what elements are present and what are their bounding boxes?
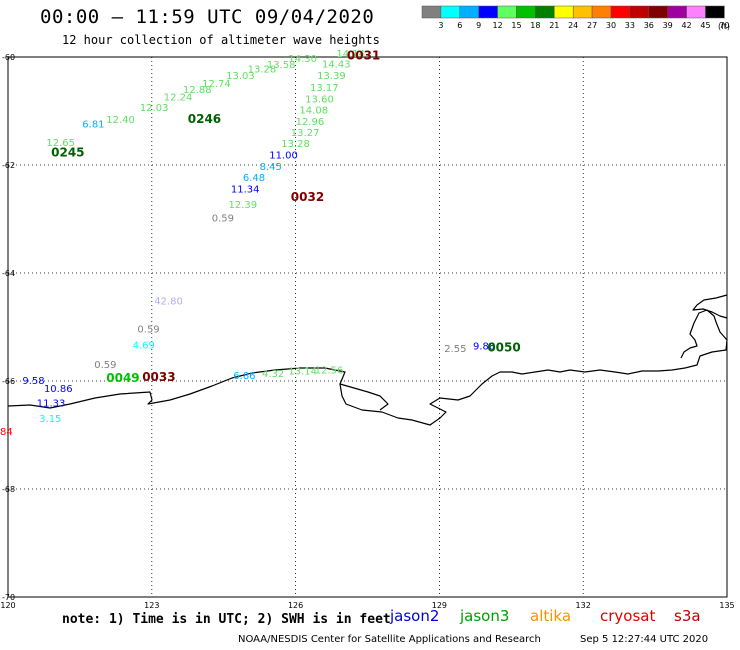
generation-timestamp: Sep 5 12:27:44 UTC 2020 [580,634,709,645]
satellite-altika-label: altika [530,607,572,625]
legend-bin-label: 30 [606,21,616,30]
wave-height-label: 12.74 [202,79,231,90]
satellite-s3a-label: s3a [674,607,701,625]
wave-height-label: 13.27 [291,128,320,139]
lon-tick-label: 120 [0,601,15,610]
coastline-ice-shelf [339,383,389,411]
wave-height-label: 14.14 [336,49,365,60]
wave-height-label: 0.59 [137,324,159,335]
wave-height-label: 9.58 [22,376,44,387]
legend-unit: (ft) [718,22,731,31]
track-time-label: 0246 [188,112,221,126]
map-subtitle: 12 hour collection of altimeter wave hei… [62,33,380,47]
wave-height-label: 13.28 [281,139,310,150]
wave-height-label: 9.88 [473,342,495,353]
wave-height-label: 0.59 [94,360,116,371]
lat-tick-label: -66 [2,377,15,386]
wave-height-label: 11.33 [37,398,66,409]
legend-swatch [705,5,725,19]
legend-bin-label: 6 [457,21,462,30]
wave-height-label: 12.03 [140,103,169,114]
track-time-label: 0245 [51,145,84,159]
wave-height-label: 13.28 [248,65,277,76]
wave-height-label: 12.24 [164,93,193,104]
track-time-label: 0032 [291,190,324,204]
coastline-inlet [692,294,728,319]
track-time-label: 0033 [142,370,175,384]
map-title: 00:00 – 11:59 UTC 09/04/2020 [40,6,375,28]
legend-bin-label: 18 [530,21,540,30]
legend-bin-label: 15 [511,21,521,30]
wave-height-label: 12.39 [228,200,257,211]
wave-height-label: 14.30 [288,54,317,65]
legend-bin-label: 9 [476,21,481,30]
wave-height-label: 3.15 [39,414,61,425]
track-time-label: 0050 [487,340,520,354]
lon-tick-label: 123 [144,601,159,610]
wave-height-label: 20.50 [0,148,1,159]
credit-line: NOAA/NESDIS Center for Satellite Applica… [238,634,541,645]
wave-height-label: 14.43 [322,59,351,70]
lon-tick-label: 129 [432,601,447,610]
coastline [7,309,728,426]
wave-height-label: 12.40 [106,115,135,126]
lon-tick-label: 135 [719,601,734,610]
wave-height-label: 14.08 [299,106,328,117]
wave-height-label: 6.86 [233,371,255,382]
legend-bin-label: 21 [549,21,559,30]
wave-height-label: 13.14 [288,367,317,378]
wave-height-label: 12.88 [183,85,212,96]
footer-note: note: 1) Time is in UTC; 2) SWH is in fe… [62,612,391,627]
lon-tick-label: 132 [576,601,591,610]
wave-height-label: 12.65 [46,138,75,149]
lat-tick-label: -64 [2,269,15,278]
legend-bin-label: 45 [700,21,710,30]
lat-tick-label: -68 [2,485,15,494]
legend-bin-label: 33 [625,21,635,30]
wave-height-label: 13.58 [267,60,296,71]
wave-height-label: 13.17 [310,83,339,94]
wave-height-label: 12.56 [315,365,344,376]
wave-height-label: 11.34 [231,185,260,196]
legend-bin-label: 70 [719,21,729,30]
satellite-jason2-label: jason2 [390,607,440,625]
wave-height-label: 0.59 [212,214,234,225]
wave-height-label: 12.96 [296,117,325,128]
wave-height-label: 6.48 [243,173,265,184]
wave-height-label: 11.00 [269,151,298,162]
lat-tick-label: -60 [2,53,15,62]
wave-height-label: 42.80 [154,296,183,307]
wave-height-label: 6.81 [82,120,104,131]
lat-tick-label: -62 [2,161,15,170]
wave-height-label: 32.84 [0,427,13,438]
lon-tick-label: 126 [288,601,303,610]
wave-height-label: 13.39 [317,71,346,82]
map-frame [7,56,728,598]
wave-height-label: 4.69 [133,341,155,352]
track-time-label: 0049 [106,371,139,385]
legend-bin-label: 24 [568,21,578,30]
wave-height-label: 4.32 [262,369,284,380]
legend-bin-label: 42 [682,21,692,30]
wave-height-label: 13.60 [305,94,334,105]
track-time-label: 0031 [347,49,380,63]
wave-height-label: 13.03 [226,71,255,82]
legend-bin-label: 3 [438,21,443,30]
satellite-jason3-label: jason3 [460,607,510,625]
wave-height-label: 10.86 [44,384,73,395]
legend-bin-label: 27 [587,21,597,30]
legend-bin-label: 39 [663,21,673,30]
wave-height-label: 2.55 [444,344,466,355]
legend-bin-label: 12 [493,21,503,30]
wave-height-label: 8.45 [260,162,282,173]
color-legend: 3 6 9 12 15 18 21 24 27 30 33 36 39 42 45 70 [421,5,729,30]
lat-tick-label: -70 [2,593,15,602]
satellite-cryosat-label: cryosat [600,607,656,625]
legend-bin-label: 36 [644,21,654,30]
